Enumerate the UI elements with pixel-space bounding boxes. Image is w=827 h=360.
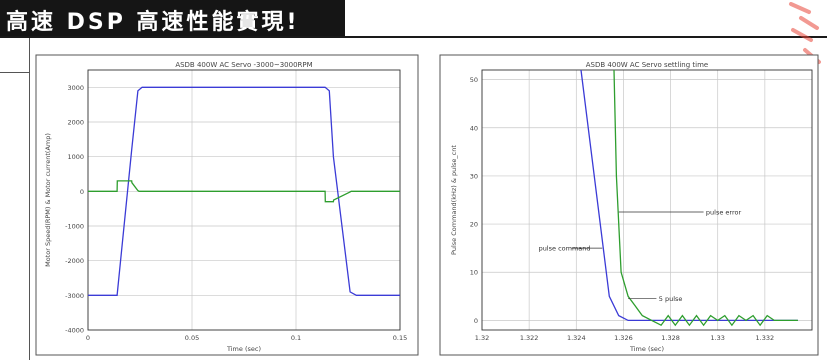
left-frame [0, 38, 30, 360]
left-chart-xtick-label: 0.1 [291, 334, 301, 342]
right-chart-axes-box [481, 69, 813, 331]
right-chart-xtick-label: 1.322 [520, 334, 539, 342]
banner-title: 高速 DSP 高速性能實現! [6, 10, 300, 35]
left-chart-ytick-label: -3000 [65, 292, 84, 300]
left-chart-xtick-label: 0 [86, 334, 90, 342]
right-chart-xtick-label: 1.33 [710, 334, 724, 342]
left-chart-ytick-label: -2000 [65, 257, 84, 265]
right-chart-xaxis-label: Time (sec) [629, 345, 664, 353]
right-chart-ytick-label: 10 [470, 269, 478, 277]
left-chart-xtick-label: 0.05 [185, 334, 199, 342]
left-chart-figure-frame [35, 54, 419, 356]
left-chart-ytick-label: 1000 [67, 153, 84, 161]
left-chart-xaxis-label: Time (sec) [226, 345, 261, 353]
right-chart-annotation-0: pulse error [706, 209, 742, 217]
right-chart-annotation-2: 5 pulse [659, 295, 683, 303]
right-chart-ytick-label: 30 [470, 172, 478, 180]
right-chart-series-1-line [613, 69, 798, 327]
right-chart-annotation-1: pulse command [539, 245, 591, 253]
right-chart-xtick-label: 1.32 [475, 334, 489, 342]
left-chart-ytick-label: 2000 [67, 119, 84, 127]
right-chart-ytick-label: 0 [474, 317, 478, 325]
right-chart-series-0-line [580, 69, 798, 322]
left-chart-series-0-line [88, 86, 400, 296]
right-chart-title: ASDB 400W AC Servo settling time [586, 61, 708, 69]
right-chart-ytick-label: 50 [470, 76, 478, 84]
right-chart-figure-frame [439, 54, 819, 356]
right-chart-yaxis-label: Pulse Command(kHz) & pulse_cnt [450, 145, 458, 255]
left-chart-ytick-label: -1000 [65, 223, 84, 231]
right-chart-xtick-label: 1.326 [614, 334, 633, 342]
right-chart-xtick-label: 1.328 [661, 334, 680, 342]
left-chart-yaxis-label: Motor Speed(RPM) & Motor current(Amp) [44, 133, 52, 267]
left-chart-series-1-line [88, 180, 400, 203]
right-chart-xtick-label: 1.324 [567, 334, 586, 342]
left-chart-axes-box [87, 69, 401, 331]
left-chart-title: ASDB 400W AC Servo -3000~3000RPM [175, 61, 312, 69]
left-chart-xtick-label: 0.15 [393, 334, 407, 342]
left-frame-divider [0, 72, 29, 73]
right-chart-xtick-label: 1.332 [756, 334, 775, 342]
left-chart-ytick-label: -4000 [65, 327, 84, 335]
left-chart-ytick-label: 0 [80, 188, 84, 196]
header-rule [0, 36, 827, 38]
right-chart-ytick-label: 40 [470, 124, 478, 132]
right-chart-ytick-label: 20 [470, 221, 478, 229]
title-banner: 高速 DSP 高速性能實現! [0, 0, 345, 36]
left-chart-ytick-label: 3000 [67, 84, 84, 92]
